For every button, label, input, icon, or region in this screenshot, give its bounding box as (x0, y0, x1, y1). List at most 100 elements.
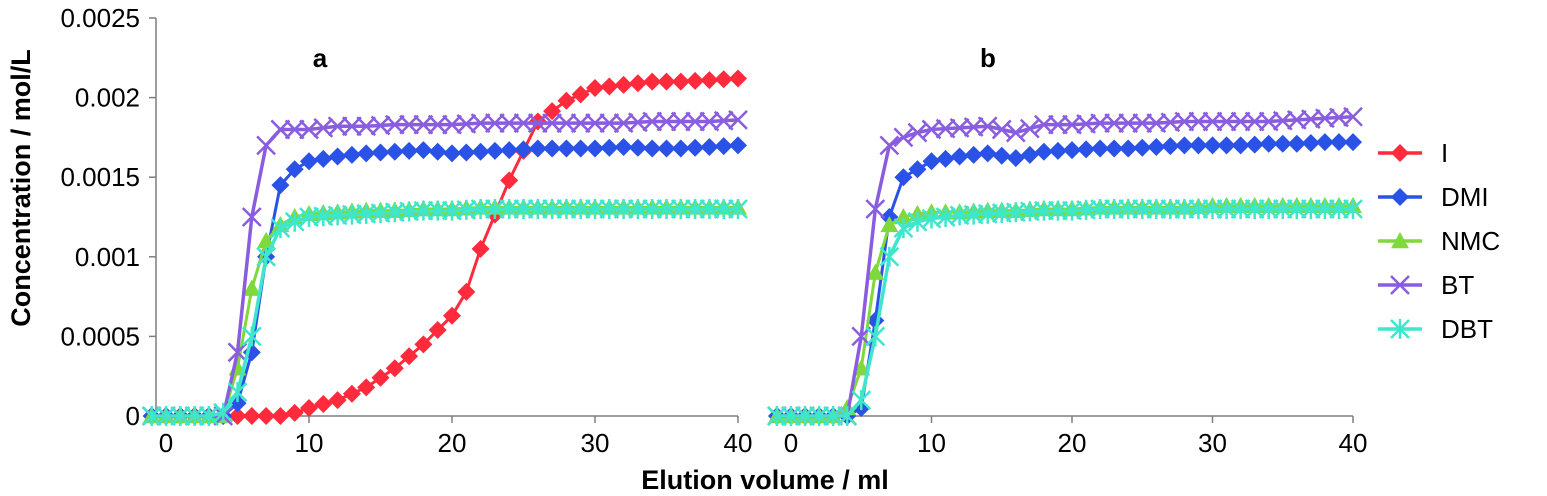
data-point (571, 85, 590, 104)
data-point (1048, 114, 1068, 135)
data-point (1034, 200, 1054, 221)
legend-label: BT (1441, 270, 1474, 300)
data-point (300, 152, 318, 171)
data-point (1005, 122, 1026, 143)
series-bt (141, 110, 748, 426)
data-point (614, 137, 633, 156)
data-point (527, 113, 548, 133)
data-point (571, 139, 590, 158)
data-point (1091, 139, 1110, 158)
data-point (1020, 145, 1039, 164)
data-point (642, 199, 663, 220)
data-point (614, 75, 633, 94)
data-point (357, 378, 376, 397)
data-point (728, 110, 748, 130)
data-point (557, 139, 576, 158)
data-point (228, 407, 247, 425)
data-point (837, 406, 858, 426)
data-point (342, 116, 362, 137)
data-point (342, 145, 361, 164)
x-tick-label: 20 (1058, 428, 1087, 458)
data-point (851, 390, 872, 411)
data-point (1063, 141, 1081, 160)
data-point (865, 326, 886, 347)
x-tick-label: 30 (581, 428, 610, 458)
data-point (978, 144, 997, 163)
data-point (1175, 136, 1194, 155)
data-point (1315, 199, 1335, 220)
data-point (1006, 149, 1025, 168)
data-point (1344, 133, 1362, 152)
data-point (542, 113, 562, 133)
data-point (314, 395, 333, 414)
data-point (513, 199, 534, 220)
data-point (685, 199, 705, 220)
data-point (894, 208, 913, 225)
data-point (528, 139, 547, 158)
x-tick-label: 40 (724, 428, 753, 458)
data-point (613, 199, 634, 220)
data-point (499, 199, 520, 220)
data-point (866, 263, 885, 280)
data-point (285, 160, 304, 179)
data-point (729, 136, 747, 155)
data-point (809, 406, 829, 426)
data-point (1161, 137, 1180, 156)
data-point (865, 199, 886, 219)
data-point (600, 138, 619, 157)
data-point (893, 127, 914, 148)
data-point (1217, 136, 1236, 155)
data-point (729, 69, 747, 88)
data-point (413, 114, 434, 135)
data-point (141, 406, 162, 426)
panel-a-chart: 0 10 20 30 40 0 0.0005 0.001 0.0015 0.002 0.0025 a (60, 3, 752, 458)
data-point (542, 199, 562, 220)
y-tick-label: 0.0025 (60, 3, 140, 33)
data-point (328, 147, 347, 166)
data-point (470, 113, 491, 133)
data-point (357, 144, 376, 163)
data-point (184, 406, 205, 426)
data-point (1105, 139, 1124, 158)
data-point (543, 102, 562, 121)
data-point (443, 144, 461, 163)
data-point (556, 113, 577, 133)
data-point (656, 199, 677, 220)
data-point (241, 207, 262, 227)
data-point (1245, 135, 1264, 154)
data-point (1034, 114, 1054, 135)
legend: I DMI NMC BT DBT (1378, 138, 1500, 344)
y-tick-label: 0.002 (75, 83, 140, 113)
data-point (414, 141, 433, 160)
data-point (570, 199, 591, 220)
data-point (1118, 199, 1139, 220)
data-point (485, 141, 504, 160)
data-point (327, 116, 348, 137)
data-point (643, 72, 662, 91)
y-tick-label: 0.0015 (60, 162, 140, 192)
data-point (1104, 199, 1125, 220)
data-point (671, 139, 690, 158)
data-point (714, 70, 733, 89)
data-point (485, 113, 505, 133)
data-point (499, 113, 520, 133)
data-point (242, 407, 261, 425)
data-point (1272, 199, 1293, 220)
legend-label: I (1441, 138, 1448, 168)
legend-item-bt: BT (1378, 270, 1474, 300)
data-point (557, 91, 576, 110)
data-point (713, 199, 734, 220)
data-point (385, 142, 404, 161)
data-point (964, 145, 983, 164)
data-point (242, 279, 261, 296)
data-point (328, 391, 347, 410)
data-point (257, 407, 276, 425)
data-point (936, 149, 955, 168)
data-point (1019, 118, 1040, 139)
data-point (1300, 199, 1321, 220)
data-point (1216, 199, 1237, 220)
data-point (686, 71, 705, 90)
data-point (271, 407, 290, 425)
legend-item-dbt: DBT (1378, 314, 1493, 344)
data-point (500, 141, 519, 160)
